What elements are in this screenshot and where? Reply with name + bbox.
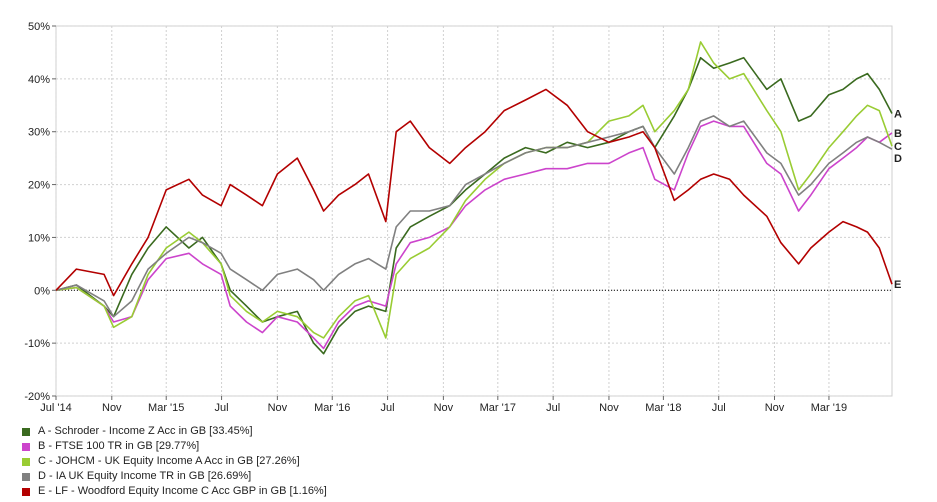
x-tick-label: Mar '16 — [314, 402, 350, 414]
legend-label: B - FTSE 100 TR in GB [29.77%] — [38, 440, 200, 452]
x-tick-label: Nov — [765, 402, 785, 414]
y-tick-label: -20% — [24, 391, 50, 403]
y-tick-label: 20% — [28, 180, 50, 192]
series-end-label-c: C — [894, 141, 902, 153]
series-line-e — [55, 88, 893, 297]
legend-label: E - LF - Woodford Equity Income C Acc GB… — [38, 485, 327, 497]
legend-swatch — [22, 427, 30, 436]
series-line-d — [55, 115, 893, 318]
legend-item-a: A - Schroder - Income Z Acc in GB [33.45… — [22, 424, 327, 439]
x-tick-label: Mar '15 — [148, 402, 184, 414]
y-axis-ticks: 50% 40% 30% 20% 10% 0% -10% -20% — [24, 21, 56, 403]
series-line-b — [55, 120, 893, 350]
legend-label: A - Schroder - Income Z Acc in GB [33.45… — [38, 425, 253, 437]
y-tick-label: 30% — [28, 127, 50, 139]
x-axis-ticks: Jul '14 Nov Mar '15 Jul Nov Mar '16 Jul Nov Mar … — [40, 396, 847, 414]
x-tick-label: Nov — [434, 402, 454, 414]
series-line-c — [55, 41, 893, 339]
series-end-label-a: A — [894, 108, 902, 120]
legend-swatch — [22, 442, 30, 451]
series-lines — [55, 41, 893, 355]
legend-swatch — [22, 457, 30, 466]
x-tick-label: Jul '14 — [40, 402, 71, 414]
legend-item-d: D - IA UK Equity Income TR in GB [26.69%… — [22, 469, 327, 484]
series-end-label-b: B — [894, 128, 902, 140]
legend-swatch — [22, 472, 30, 481]
x-tick-label: Mar '19 — [811, 402, 847, 414]
x-tick-label: Mar '18 — [645, 402, 681, 414]
series-end-label-e: E — [894, 279, 901, 291]
x-tick-label: Mar '17 — [480, 402, 516, 414]
y-tick-label: 10% — [28, 232, 50, 244]
y-tick-label: 50% — [28, 21, 50, 33]
legend-label: D - IA UK Equity Income TR in GB [26.69%… — [38, 470, 252, 482]
legend-item-c: C - JOHCM - UK Equity Income A Acc in GB… — [22, 454, 327, 469]
y-tick-label: 0% — [34, 285, 50, 297]
x-tick-label: Jul — [381, 402, 395, 414]
x-tick-label: Nov — [268, 402, 288, 414]
x-tick-label: Jul — [712, 402, 726, 414]
x-tick-label: Jul — [215, 402, 229, 414]
series-end-label-d: D — [894, 153, 902, 165]
x-tick-label: Nov — [599, 402, 619, 414]
legend-item-e: E - LF - Woodford Equity Income C Acc GB… — [22, 484, 327, 499]
x-tick-label: Nov — [102, 402, 122, 414]
y-tick-label: 40% — [28, 74, 50, 86]
x-tick-label: Jul — [546, 402, 560, 414]
legend-label: C - JOHCM - UK Equity Income A Acc in GB… — [38, 455, 300, 467]
legend-swatch — [22, 487, 30, 496]
series-line-a — [55, 56, 893, 355]
plot-area — [55, 25, 893, 397]
y-tick-label: -10% — [24, 338, 50, 350]
legend: A - Schroder - Income Z Acc in GB [33.45… — [22, 424, 327, 499]
legend-item-b: B - FTSE 100 TR in GB [29.77%] — [22, 439, 327, 454]
